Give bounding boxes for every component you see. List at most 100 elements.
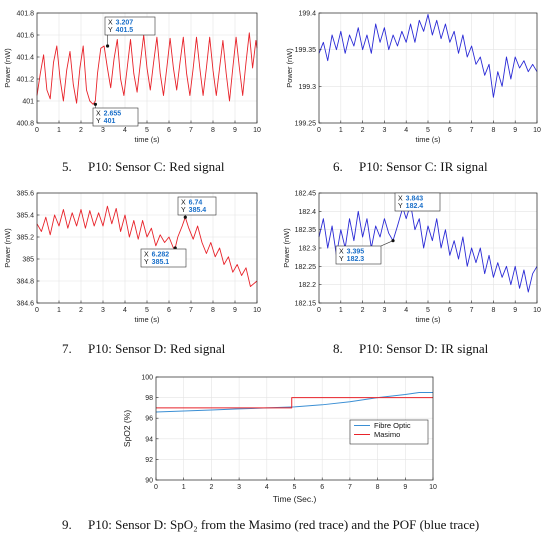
datatip-y-row: Y 385.1 <box>144 259 169 266</box>
x-tick-label: 3 <box>101 307 105 314</box>
y-tick-label: 92 <box>145 457 153 464</box>
x-tick-label: 10 <box>253 127 261 134</box>
chart-sensor-c-red: 0 1 2 3 4 5 6 7 8 9 10 400.8 401 401.2 401.4 401.6 401.8… <box>3 11 261 145</box>
datatip-connector <box>380 240 394 247</box>
datatip-x-value: 3.395 <box>347 249 365 256</box>
datatip-y-value: 385.4 <box>189 207 207 214</box>
x-tick-label: 8 <box>211 127 215 134</box>
x-axis-label: time (s) <box>416 315 442 324</box>
datatip-y-row: Y 401.5 <box>108 27 133 34</box>
datatip-x-label: X <box>144 252 149 259</box>
x-tick-label: 7 <box>189 307 193 314</box>
x-tick-label: 3 <box>382 127 386 134</box>
series-line-0 <box>36 32 258 105</box>
x-tick-label: 7 <box>470 127 474 134</box>
y-tick-label: 94 <box>145 436 153 443</box>
legend-label-0: Fibre Optic <box>374 421 411 430</box>
datatip-box <box>92 107 139 127</box>
datatip-x-label: X <box>181 200 186 207</box>
x-tick-label: 9 <box>513 307 517 314</box>
y-tick-label: 182.25 <box>295 264 317 271</box>
x-tick-label: 5 <box>293 484 297 491</box>
x-tick-label: 1 <box>57 307 61 314</box>
datatip-y-value: 385.1 <box>152 259 170 266</box>
datatip-x-value: 6.74 <box>189 200 203 207</box>
x-tick-label: 4 <box>265 484 269 491</box>
y-axis-label: Power (nW) <box>3 48 12 88</box>
x-tick-label: 9 <box>513 127 517 134</box>
datatip-x-row: X 3.207 <box>108 20 133 27</box>
x-tick-label: 9 <box>403 484 407 491</box>
datatip-x-value: 6.282 <box>152 252 170 259</box>
datatip-box <box>104 16 156 36</box>
x-tick-label: 1 <box>339 127 343 134</box>
datatip-y-row: Y 182.4 <box>398 203 423 210</box>
legend-label-1: Masimo <box>374 430 400 439</box>
datatip-box <box>335 245 382 265</box>
y-tick-label: 385.2 <box>16 235 34 242</box>
datatip-y-label: Y <box>181 207 186 214</box>
y-tick-label: 199.25 <box>295 121 317 128</box>
x-axis-label: time (s) <box>135 135 161 144</box>
y-tick-label: 401.2 <box>16 77 34 84</box>
datatip-x-row: X 6.282 <box>144 252 169 259</box>
x-tick-label: 5 <box>145 127 149 134</box>
datatip-y-label: Y <box>398 203 403 210</box>
x-tick-label: 3 <box>237 484 241 491</box>
x-tick-label: 5 <box>426 307 430 314</box>
y-tick-label: 90 <box>145 478 153 485</box>
x-tick-label: 5 <box>145 307 149 314</box>
datatip-y-row: Y 401 <box>96 118 115 125</box>
datatip-x-value: 3.207 <box>116 20 134 27</box>
x-tick-label: 2 <box>79 127 83 134</box>
y-tick-label: 384.6 <box>16 301 34 308</box>
x-tick-label: 0 <box>35 307 39 314</box>
y-tick-label: 96 <box>145 416 153 423</box>
datatip-y-row: Y 385.4 <box>181 207 206 214</box>
x-tick-label: 7 <box>470 307 474 314</box>
y-tick-label: 182.35 <box>295 227 317 234</box>
y-tick-label: 182.15 <box>295 301 317 308</box>
series-line-1 <box>156 397 433 409</box>
y-tick-label: 385.6 <box>16 191 34 198</box>
y-tick-label: 384.8 <box>16 279 34 286</box>
datatip-y-label: Y <box>96 118 101 125</box>
series-line-0 <box>155 391 433 413</box>
datatip-x-label: X <box>339 249 344 256</box>
x-tick-label: 0 <box>154 484 158 491</box>
datatip-y-value: 401.5 <box>116 27 134 34</box>
x-tick-label: 4 <box>404 307 408 314</box>
x-tick-label: 10 <box>533 307 541 314</box>
x-tick-label: 2 <box>361 127 365 134</box>
datatip-marker <box>93 102 98 106</box>
x-tick-label: 0 <box>317 307 321 314</box>
datatip-x-row: X 3.843 <box>398 196 423 203</box>
datatip-x-row: X 2.655 <box>96 111 121 118</box>
x-tick-label: 9 <box>233 307 237 314</box>
y-tick-label: 401.6 <box>16 33 34 40</box>
y-tick-label: 385.4 <box>16 213 34 220</box>
chart-sensor-d-red: 0 1 2 3 4 5 6 7 8 9 10 384.6 384.8 385 385.2 385.4 385.6… <box>3 191 261 325</box>
caption-9: 9. P10: Sensor D: SpO₂ from the Masimo (… <box>62 517 479 532</box>
x-tick-label: 10 <box>253 307 261 314</box>
y-tick-label: 401.8 <box>16 11 34 18</box>
datatip-y-value: 182.3 <box>347 256 365 263</box>
y-tick-label: 98 <box>145 395 153 402</box>
y-axis-label: Power (nW) <box>3 228 12 268</box>
x-tick-label: 8 <box>376 484 380 491</box>
chart-sensor-d-ir: 0 1 2 3 4 5 6 7 8 9 10 182.15 182.2 182.25 182.3 182.35… <box>282 191 541 325</box>
x-tick-label: 6 <box>167 307 171 314</box>
x-tick-label: 10 <box>533 127 541 134</box>
x-tick-label: 8 <box>491 127 495 134</box>
x-tick-label: 1 <box>182 484 186 491</box>
chart-sensor-c-ir: 0 1 2 3 4 5 6 7 8 9 10 199.25 199.3 199.35 199.4 time (… <box>285 11 541 145</box>
y-tick-label: 182.2 <box>298 282 316 289</box>
x-tick-label: 4 <box>123 127 127 134</box>
datatip-x-label: X <box>398 196 403 203</box>
y-tick-label: 199.4 <box>298 11 316 18</box>
y-tick-label: 199.35 <box>295 47 317 54</box>
datatip-box <box>177 196 217 216</box>
y-tick-label: 401.4 <box>16 55 34 62</box>
series-line-0 <box>318 203 538 293</box>
datatip-marker <box>105 44 110 48</box>
